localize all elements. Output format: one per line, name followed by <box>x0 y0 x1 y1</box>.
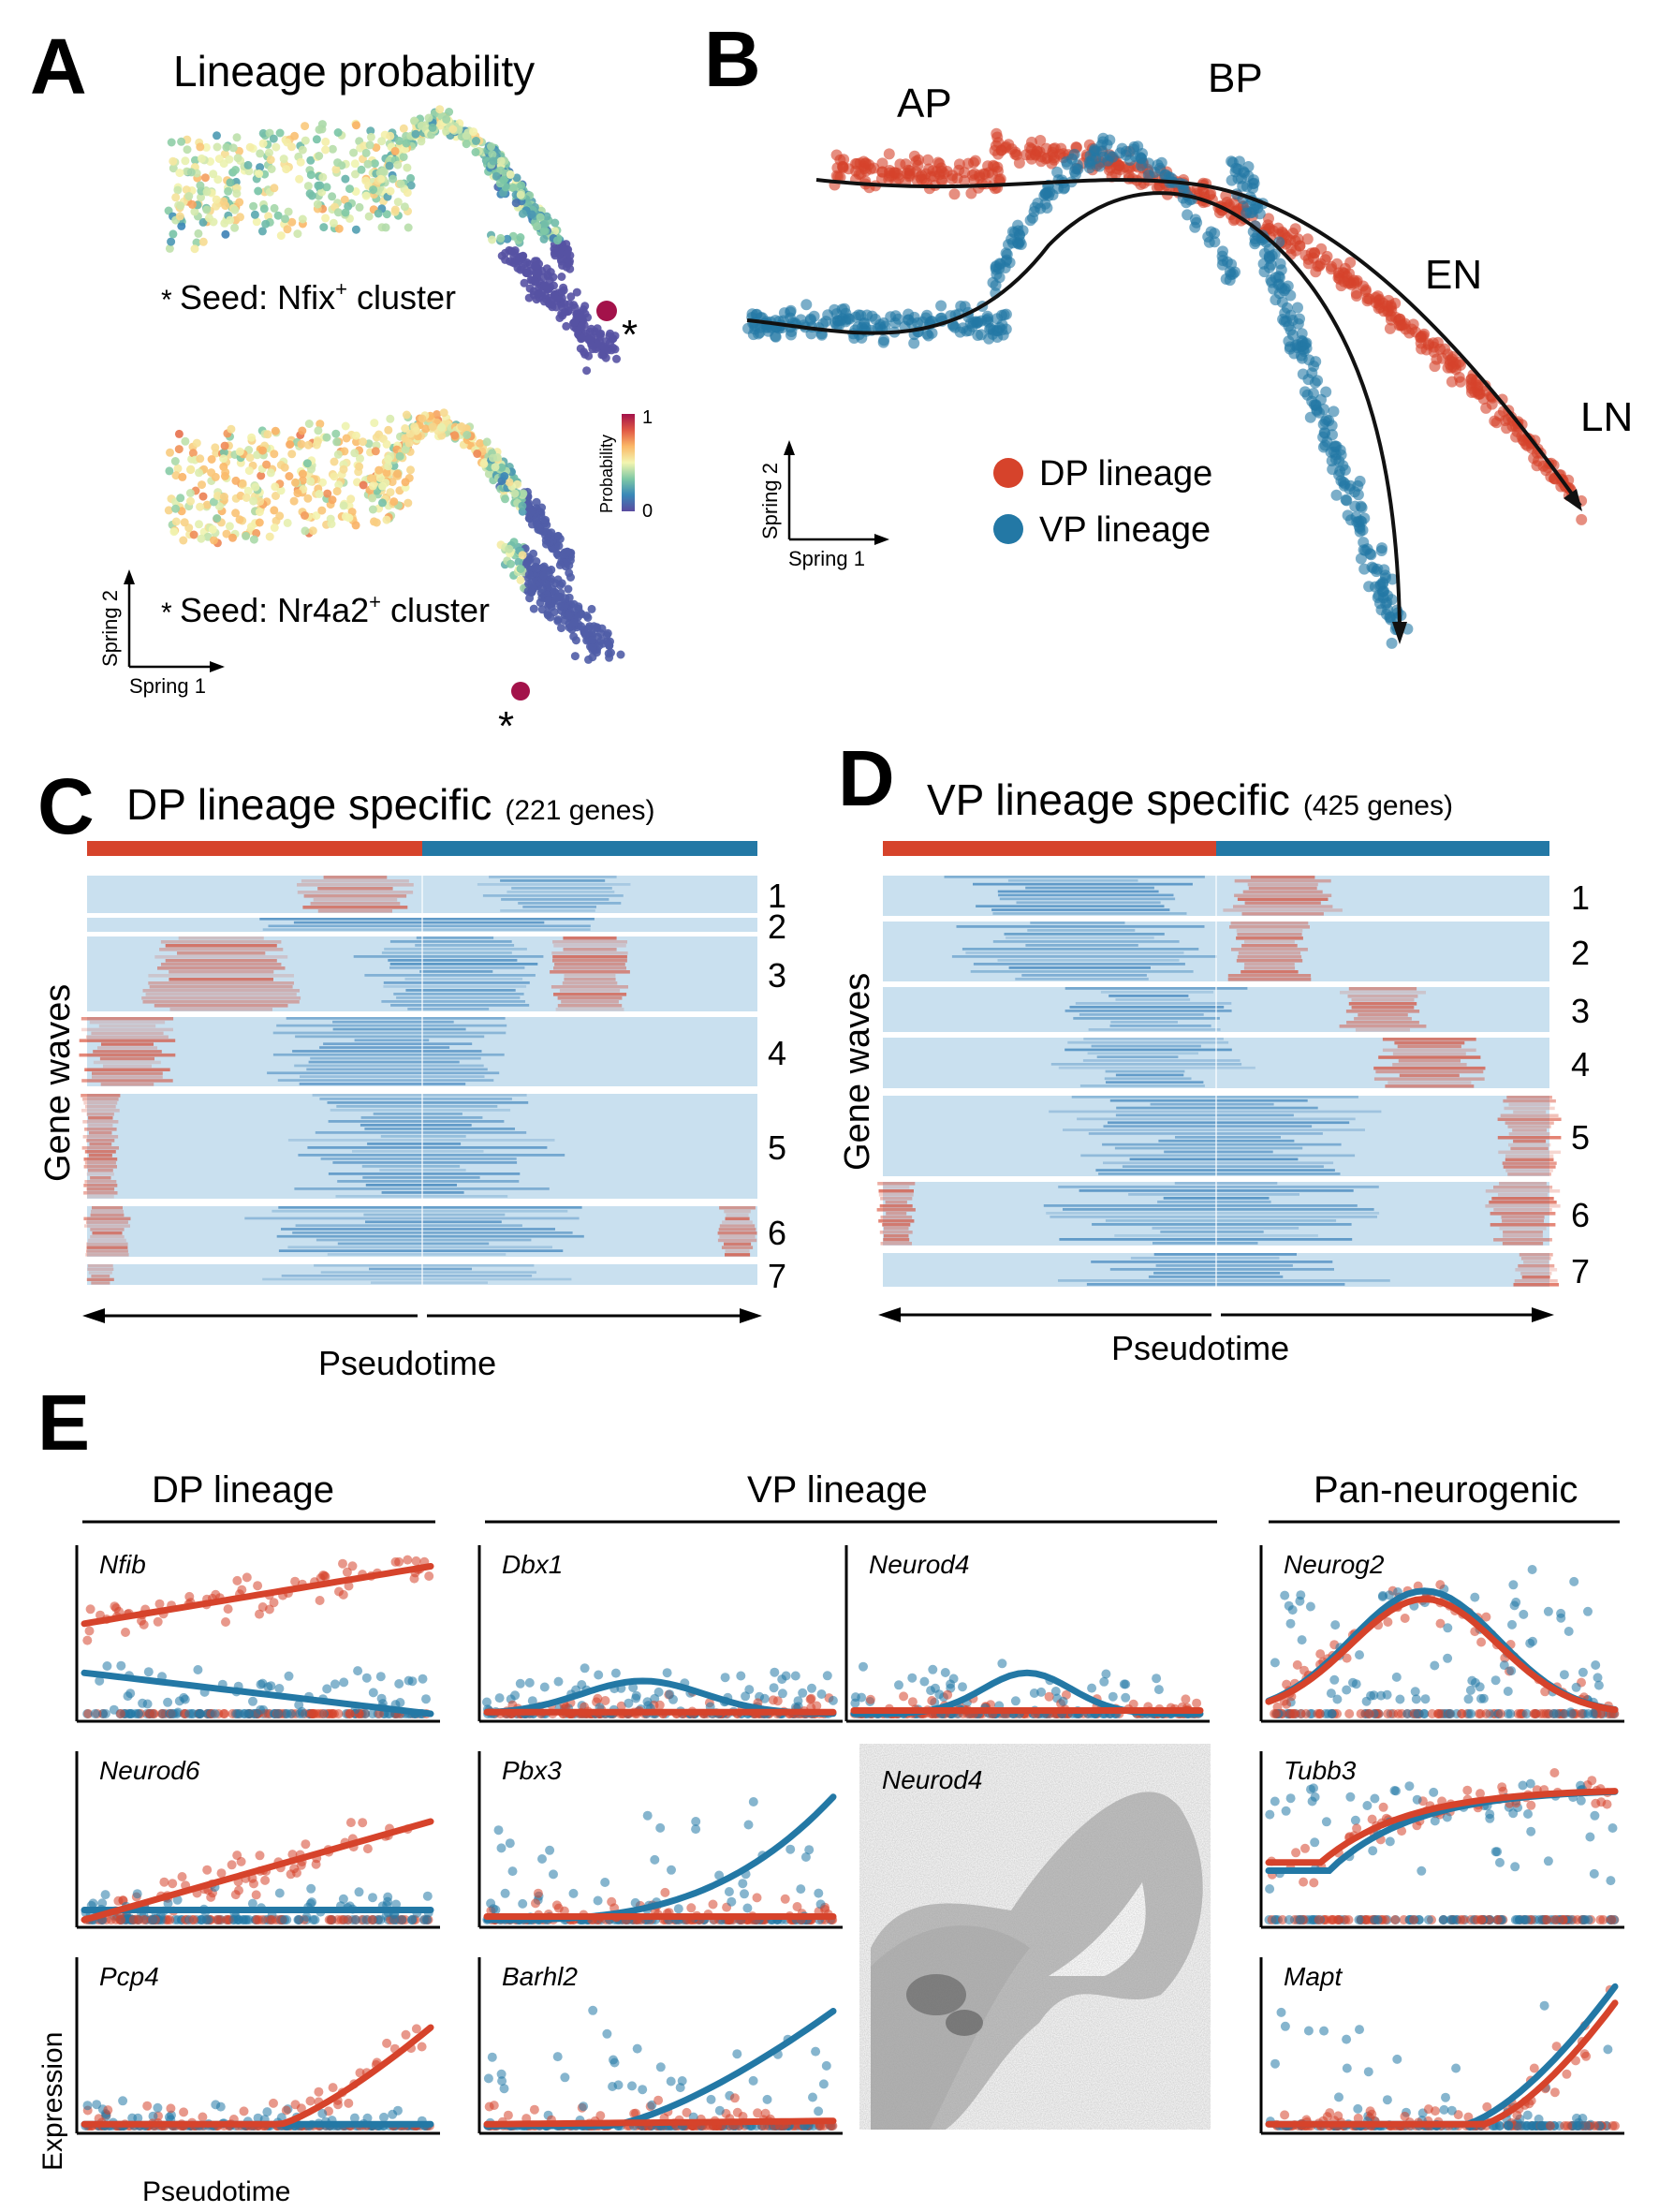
vp-trajectory-arrowhead <box>1392 622 1407 644</box>
ylabel-expression: Expression <box>37 2032 68 2171</box>
colorbar-min: 0 <box>642 501 653 522</box>
seed-star-1: * <box>622 312 638 358</box>
legend-dp-label: DP lineage <box>1039 454 1212 494</box>
expression-plot-neurod6: Neurod6 <box>75 1751 440 1929</box>
expression-plot-pcp4: Pcp4 <box>75 1957 440 2135</box>
gene-label: Nfib <box>99 1550 146 1579</box>
dp-lineage-bar-c <box>87 841 422 856</box>
heatmap-dp-specific <box>79 876 757 1285</box>
wave-label: 4 <box>768 1034 786 1072</box>
seed-star-2: * <box>498 703 514 749</box>
spring-embedding-lineages <box>742 127 1588 649</box>
expression-plot-tubb3: Tubb3 <box>1259 1751 1624 1929</box>
xlabel-pseudotime-e: Pseudotime <box>142 2176 290 2207</box>
wave-label: 1 <box>768 877 786 915</box>
wave-labels-d: 1 2 3 4 5 6 7 <box>1571 878 1590 1290</box>
in-situ-label: Neurod4 <box>882 1765 982 1794</box>
gene-label: Neurod6 <box>99 1756 200 1785</box>
expression-plot-pbx3: Pbx3 <box>477 1751 843 1929</box>
expression-plot-mapt: Mapt <box>1259 1957 1624 2135</box>
axis-y-label-b: Spring 2 <box>758 463 782 539</box>
wave-label: 3 <box>768 956 786 995</box>
group-dp-lineage: DP lineage <box>152 1469 334 1511</box>
colorbar-label: Probability <box>597 435 616 513</box>
axis-y-label-a: Spring 2 <box>98 590 122 667</box>
wave-label: 7 <box>768 1257 786 1295</box>
gene-label: Tubb3 <box>1284 1756 1357 1785</box>
panel-letter-d: D <box>838 734 895 822</box>
panel-letter-a: A <box>30 22 87 111</box>
wave-labels-c: 12 3 4 5 6 7 <box>768 877 786 1295</box>
wave-label: 6 <box>768 1214 786 1252</box>
lineage-probability-embedding-nr4a2 <box>164 408 625 700</box>
panel-letter-e: E <box>37 1379 90 1467</box>
panel-a: A Lineage probability * Seed: Nfix+ clus… <box>30 22 653 749</box>
gene-label: Pbx3 <box>502 1756 562 1785</box>
gene-label: Barhl2 <box>502 1962 578 1991</box>
label-ap: AP <box>897 81 952 126</box>
expression-plot-barhl2: Barhl2 <box>477 1957 843 2135</box>
dp-lineage-bar-d <box>883 841 1216 856</box>
dp-trajectory-arrowhead <box>1564 489 1582 511</box>
vp-trajectory-curve <box>746 191 1402 627</box>
expression-plot-nfib: Nfib <box>75 1545 440 1723</box>
panel-e: E DP lineage VP lineage Pan-neurogenic N… <box>37 1379 1624 2207</box>
wave-label: 6 <box>1571 1196 1590 1234</box>
panel-c-title: DP lineage specific (221 genes) <box>126 780 654 829</box>
heatmap-vp-specific <box>876 876 1562 1287</box>
panel-d: D VP lineage specific (425 genes) 1 2 3 4 5 6 7… <box>838 734 1590 1367</box>
vp-lineage-bar-c <box>422 841 757 856</box>
seed-nr4a2-label: * Seed: Nr4a2+ cluster <box>161 590 490 629</box>
axis-x-label-b: Spring 1 <box>788 547 865 570</box>
wave-label: 7 <box>1571 1252 1590 1290</box>
xlabel-pseudotime-d: Pseudotime <box>1111 1329 1289 1367</box>
dp-trajectory-curve <box>815 178 1582 508</box>
group-vp-lineage: VP lineage <box>747 1469 928 1511</box>
vp-lineage-bar-d <box>1216 841 1549 856</box>
gene-label: Dbx1 <box>502 1550 563 1579</box>
neurod4-in-situ-image: Neurod4 <box>859 1744 1211 2130</box>
xlabel-pseudotime-c: Pseudotime <box>318 1344 496 1382</box>
panel-letter-b: B <box>704 15 761 103</box>
wave-label: 3 <box>1571 992 1590 1030</box>
gene-label: Pcp4 <box>99 1962 159 1991</box>
wave-label: 1 <box>1571 878 1590 917</box>
label-en: EN <box>1425 252 1482 298</box>
gene-label: Mapt <box>1284 1962 1343 1991</box>
ylabel-gene-waves-c: Gene waves <box>38 984 78 1182</box>
expression-plot-neurod4: Neurod4 <box>844 1545 1210 1723</box>
group-pan-neurogenic: Pan-neurogenic <box>1314 1469 1578 1511</box>
panel-b: B AP BP EN LN DP lineage VP lineage Spri… <box>704 15 1633 649</box>
lineage-probability-embedding-nfix <box>164 105 621 376</box>
label-ln: LN <box>1580 394 1633 440</box>
axis-x-label-a: Spring 1 <box>129 674 206 698</box>
wave-label: 4 <box>1571 1045 1590 1084</box>
label-bp: BP <box>1208 55 1263 101</box>
gene-label: Neurog2 <box>1284 1550 1385 1579</box>
axes-glyph-b: Spring 1 Spring 2 <box>758 440 889 570</box>
wave-label: 2 <box>1571 934 1590 972</box>
panel-c: C DP lineage specific (221 genes) 12 3 4 5 6 7… <box>37 762 786 1382</box>
expression-plots: Nfib Neurod6 Pcp4 Dbx1 Neurod4 Pbx3 Barhl2 Neur… <box>75 1545 1624 2135</box>
seed-nfix-label: * Seed: Nfix+ cluster <box>161 277 456 317</box>
probability-colorbar <box>622 414 635 511</box>
gene-label: Neurod4 <box>869 1550 969 1579</box>
wave-label: 5 <box>1571 1118 1590 1157</box>
expression-plot-neurog2: Neurog2 <box>1259 1545 1624 1723</box>
legend-vp-marker <box>993 514 1023 544</box>
ylabel-gene-waves-d: Gene waves <box>838 973 877 1171</box>
panel-a-title: Lineage probability <box>173 47 535 96</box>
legend-vp-label: VP lineage <box>1039 510 1211 550</box>
panel-letter-c: C <box>37 762 95 850</box>
legend-dp-marker <box>993 458 1023 488</box>
wave-label: 5 <box>768 1128 786 1167</box>
expression-plot-dbx1: Dbx1 <box>477 1545 843 1723</box>
panel-d-title: VP lineage specific (425 genes) <box>927 775 1453 824</box>
colorbar-max: 1 <box>642 407 653 428</box>
wave-label: 2 <box>768 907 786 946</box>
axes-glyph-a: Spring 1 Spring 2 <box>98 569 225 698</box>
